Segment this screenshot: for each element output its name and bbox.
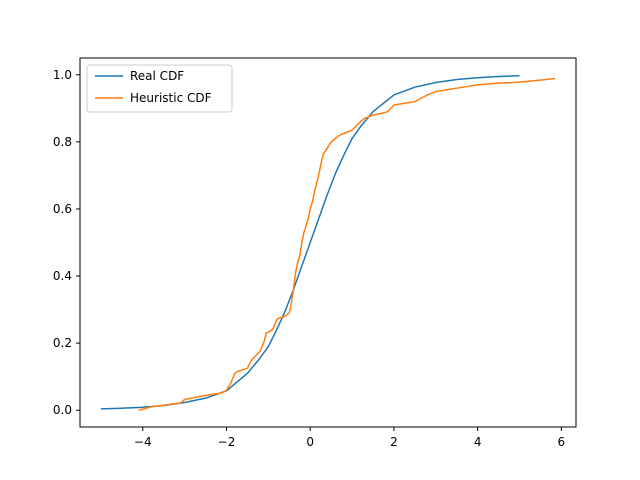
x-tick-label: 6 — [558, 435, 566, 449]
y-tick-label: 0.4 — [53, 269, 72, 283]
y-tick-label: 0.2 — [53, 336, 72, 350]
legend-label-heuristic-cdf: Heuristic CDF — [130, 91, 212, 105]
y-axis: 0.0 0.2 0.4 0.6 0.8 1.0 — [53, 68, 80, 417]
plot-area — [80, 58, 576, 427]
y-tick-label: 0.8 — [53, 135, 72, 149]
series-line-real-cdf — [100, 75, 520, 410]
y-tick-label: 0.6 — [53, 202, 72, 216]
series-line-heuristic-cdf — [138, 77, 556, 411]
legend-label-real-cdf: Real CDF — [130, 69, 184, 83]
legend: Real CDF Heuristic CDF — [86, 64, 233, 113]
legend-box — [86, 64, 233, 113]
x-axis: −4 −2 0 2 4 6 — [134, 427, 565, 449]
series-layer — [100, 75, 556, 411]
x-tick-label: 0 — [306, 435, 314, 449]
x-tick-label: −4 — [134, 435, 152, 449]
y-tick-label: 0.0 — [53, 403, 72, 417]
axes-frame — [79, 57, 577, 428]
x-tick-label: −2 — [218, 435, 236, 449]
y-tick-label: 1.0 — [53, 68, 72, 82]
x-tick-label: 2 — [390, 435, 398, 449]
x-tick-label: 4 — [474, 435, 482, 449]
